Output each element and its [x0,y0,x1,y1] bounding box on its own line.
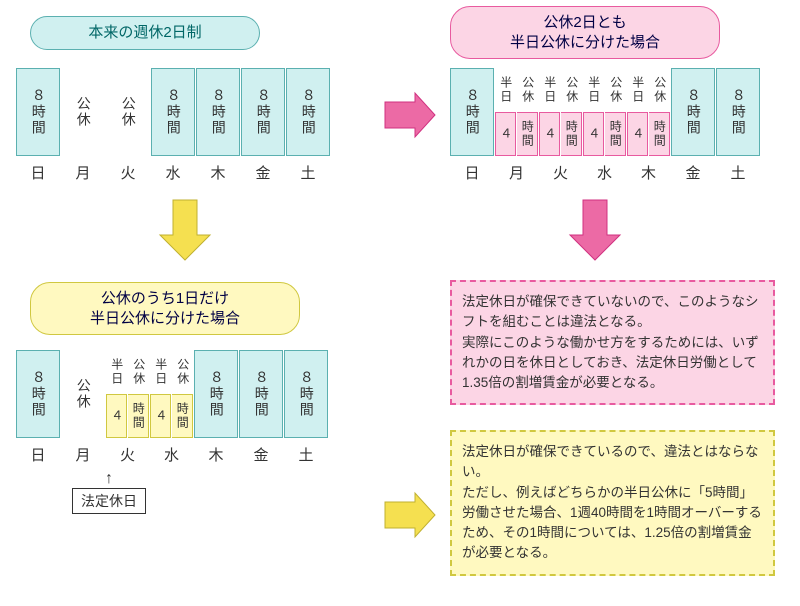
day-label: 水 [164,444,179,465]
day-label: 金 [255,162,270,183]
cell-4h: 時間 [172,394,193,438]
cell-off: 公休 [61,350,105,438]
cell-4h: ４ [539,112,560,156]
table-pink: ８時間 日 半日 公休 ４ 時間 月 半日 公休 ４ 時間 火 [450,68,760,183]
cell-half-holiday: 半日 [627,68,648,112]
day-label: 金 [253,444,268,465]
cell-4h: ４ [583,112,604,156]
cell-8h: ８時間 [16,350,60,438]
day-label: 火 [553,162,568,183]
day-label: 火 [120,162,135,183]
legal-holiday-callout: ↑ 法定休日 [72,470,146,514]
day-label: 木 [210,162,225,183]
day-label: 日 [30,162,45,183]
cell-thu-8h: ８時間 [196,68,240,156]
day-label: 土 [730,162,745,183]
cell-half-holiday: 公休 [517,68,538,112]
day-label: 金 [685,162,700,183]
cell-4h: ４ [150,394,171,438]
cell-half-holiday: 公休 [561,68,582,112]
cell-sun-8h: ８時間 [16,68,60,156]
cell-4h: 時間 [517,112,538,156]
title-pink: 公休2日とも 半日公休に分けた場合 [450,6,720,59]
day-label: 水 [597,162,612,183]
day-label: 月 [75,444,90,465]
cell-4h: 時間 [561,112,582,156]
cell-half-holiday: 半日 [495,68,516,112]
cell-mon-off: 公休 [61,68,105,156]
cell-tue-off: 公休 [106,68,150,156]
cell-4h: ４ [627,112,648,156]
title-original: 本来の週休2日制 [30,16,260,50]
day-label: 月 [75,162,90,183]
cell-half-holiday: 公休 [605,68,626,112]
cell-4h: 時間 [605,112,626,156]
cell-half-holiday: 半日 [106,350,127,394]
legal-holiday-label: 法定休日 [72,488,146,514]
cell-wed-8h: ８時間 [151,68,195,156]
textbox-yellow: 法定休日が確保できているので、違法とはならない。 ただし、例えばどちらかの半日公… [450,430,775,576]
day-label: 日 [30,444,45,465]
cell-half-holiday: 半日 [539,68,560,112]
arrow-right-pink-icon [380,90,440,143]
arrow-up-icon: ↑ [72,470,146,488]
day-label: 日 [464,162,479,183]
cell-4h: 時間 [649,112,670,156]
cell-8h: ８時間 [239,350,283,438]
arrow-down-pink-icon [565,195,625,268]
cell-fri-8h: ８時間 [241,68,285,156]
cell-4h: ４ [106,394,127,438]
day-label: 火 [120,444,135,465]
cell-8h: ８時間 [450,68,494,156]
cell-half-holiday: 公休 [172,350,193,394]
cell-4h: 時間 [128,394,149,438]
day-label: 木 [208,444,223,465]
cell-8h: ８時間 [194,350,238,438]
cell-half-holiday: 公休 [649,68,670,112]
title-yellow: 公休のうち1日だけ 半日公休に分けた場合 [30,282,300,335]
cell-half-holiday: 公休 [128,350,149,394]
cell-8h: ８時間 [284,350,328,438]
cell-8h: ８時間 [671,68,715,156]
cell-sat-8h: ８時間 [286,68,330,156]
textbox-pink: 法定休日が確保できていないので、このようなシフトを組むことは違法となる。 実際に… [450,280,775,405]
table-yellow: ８時間 日 公休 月 半日 公休 ４ 時間 火 半日 公休 ４ [16,350,328,465]
cell-8h: ８時間 [716,68,760,156]
day-label: 水 [165,162,180,183]
arrow-down-yellow-icon [155,195,215,268]
day-label: 土 [300,162,315,183]
arrow-right-yellow-icon [380,490,440,543]
day-label: 月 [509,162,524,183]
table-original: ８時間 日 公休 月 公休 火 ８時間 水 ８時間 木 ８時間 金 ８時間 土 [16,68,330,183]
cell-half-holiday: 半日 [583,68,604,112]
cell-4h: ４ [495,112,516,156]
day-label: 木 [641,162,656,183]
cell-half-holiday: 半日 [150,350,171,394]
day-label: 土 [298,444,313,465]
